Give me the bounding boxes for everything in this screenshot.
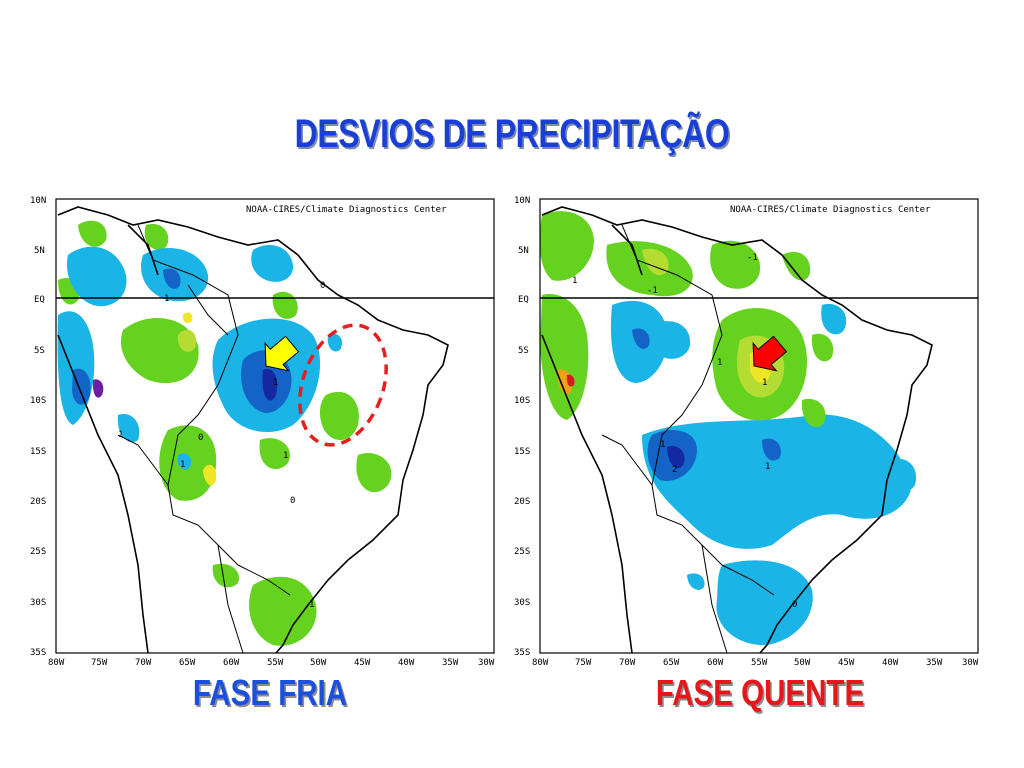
contour-label: 1 <box>717 358 722 368</box>
svg-text:55W: 55W <box>751 658 768 668</box>
svg-text:45W: 45W <box>354 658 371 668</box>
country-borders <box>601 224 775 654</box>
page-title: DESVIOS DE PRECIPITAÇÃO <box>294 112 730 156</box>
svg-text:5N: 5N <box>518 246 529 256</box>
contour-label: 1 <box>765 462 770 472</box>
highlight-circle <box>298 323 388 447</box>
svg-text:75W: 75W <box>91 658 108 668</box>
plot-frame <box>539 198 979 654</box>
contour-label: 1 <box>283 451 288 461</box>
contour-labels: 1 -1 -1 1 1 1 2 1 0 <box>572 253 797 610</box>
credit-text: NOAA-CIRES/Climate Diagnostics Center <box>246 205 447 215</box>
country-borders <box>117 224 291 654</box>
contour-label: 1 <box>309 600 314 610</box>
svg-text:40W: 40W <box>882 658 899 668</box>
coastline <box>541 206 933 654</box>
svg-text:35W: 35W <box>926 658 943 668</box>
svg-text:15S: 15S <box>514 447 530 457</box>
svg-text:80W: 80W <box>48 658 65 668</box>
contour-label: 1 <box>660 440 665 450</box>
coastline <box>57 206 449 654</box>
svg-text:70W: 70W <box>619 658 636 668</box>
contour-label: 1 <box>180 460 185 470</box>
arrow-icon <box>752 335 788 372</box>
svg-text:10S: 10S <box>30 396 46 406</box>
longitude-ticks: 80W 75W 70W 65W 60W 55W 50W 45W 40W 35W … <box>48 658 495 668</box>
contour-label: 2 <box>672 465 677 475</box>
longitude-ticks: 80W 75W 70W 65W 60W 55W 50W 45W 40W 35W … <box>532 658 979 668</box>
precip-anomaly-fills <box>539 211 917 646</box>
svg-text:5S: 5S <box>518 346 529 356</box>
svg-text:65W: 65W <box>179 658 196 668</box>
svg-text:70W: 70W <box>135 658 152 668</box>
svg-text:20S: 20S <box>514 497 530 507</box>
latitude-ticks: 10N 5N EQ 5S 10S 15S 20S 25S 30S 35S <box>30 196 46 658</box>
latitude-ticks: 10N 5N EQ 5S 10S 15S 20S 25S 30S 35S <box>514 196 530 658</box>
svg-text:10S: 10S <box>514 396 530 406</box>
svg-text:30W: 30W <box>478 658 495 668</box>
svg-text:25S: 25S <box>30 547 46 557</box>
svg-text:10N: 10N <box>514 196 530 206</box>
contour-label: 1 <box>273 378 278 388</box>
credit-text: NOAA-CIRES/Climate Diagnostics Center <box>730 205 931 215</box>
svg-text:EQ: EQ <box>518 295 529 305</box>
caption-fase-quente: FASE QUENTE <box>655 672 865 713</box>
svg-text:30W: 30W <box>962 658 979 668</box>
contour-label: -1 <box>647 286 658 296</box>
map-fase-quente: NOAA-CIRES/Climate Diagnostics Center 1 … <box>512 185 982 670</box>
svg-text:EQ: EQ <box>34 295 45 305</box>
svg-text:50W: 50W <box>310 658 327 668</box>
svg-text:75W: 75W <box>575 658 592 668</box>
svg-text:15S: 15S <box>30 447 46 457</box>
svg-text:50W: 50W <box>794 658 811 668</box>
arrow-icon <box>264 335 300 372</box>
svg-text:35S: 35S <box>514 648 530 658</box>
contour-label: 1 <box>164 294 169 304</box>
svg-text:65W: 65W <box>663 658 680 668</box>
svg-text:45W: 45W <box>838 658 855 668</box>
svg-text:30S: 30S <box>514 598 530 608</box>
svg-text:60W: 60W <box>223 658 240 668</box>
svg-text:5N: 5N <box>34 246 45 256</box>
plot-frame <box>55 198 495 654</box>
svg-text:60W: 60W <box>707 658 724 668</box>
svg-text:35S: 35S <box>30 648 46 658</box>
svg-text:10N: 10N <box>30 196 46 206</box>
svg-text:25S: 25S <box>514 547 530 557</box>
svg-text:35W: 35W <box>442 658 459 668</box>
svg-text:20S: 20S <box>30 497 46 507</box>
contour-label: 0 <box>320 281 325 291</box>
caption-fase-fria: FASE FRIA <box>192 672 348 713</box>
svg-text:5S: 5S <box>34 346 45 356</box>
svg-text:40W: 40W <box>398 658 415 668</box>
svg-text:55W: 55W <box>267 658 284 668</box>
contour-label: 0 <box>792 600 797 610</box>
contour-label: 0 <box>290 496 295 506</box>
svg-text:30S: 30S <box>30 598 46 608</box>
contour-label: 0 <box>198 433 203 443</box>
contour-labels: 1 1 0 1 1 0 1 1 0 <box>118 281 325 610</box>
contour-label: 1 <box>572 276 577 286</box>
contour-label: 1 <box>118 430 123 440</box>
contour-label: 1 <box>762 378 767 388</box>
svg-text:80W: 80W <box>532 658 549 668</box>
contour-label: -1 <box>747 253 758 263</box>
map-fase-fria: NOAA-CIRES/Climate Diagnostics Center 1 … <box>28 185 498 670</box>
